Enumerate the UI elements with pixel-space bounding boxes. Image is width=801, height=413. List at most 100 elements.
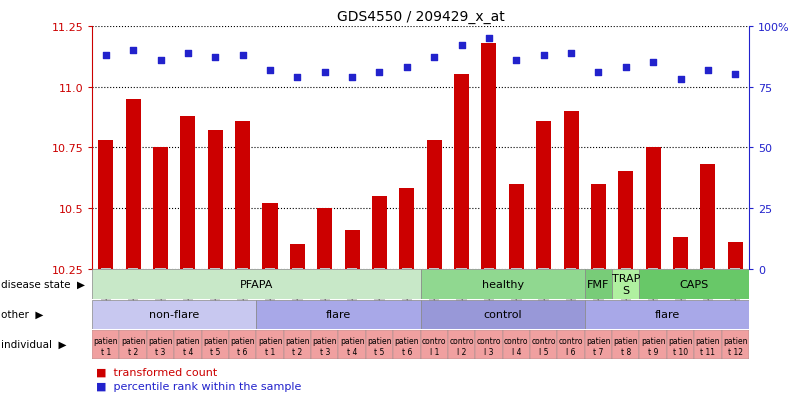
Text: t 6: t 6 — [237, 347, 248, 356]
Text: contro: contro — [531, 336, 556, 345]
Text: t 8: t 8 — [621, 347, 631, 356]
Text: CAPS: CAPS — [679, 279, 709, 290]
Bar — [366, 330, 393, 359]
Bar — [175, 330, 202, 359]
Bar — [557, 330, 585, 359]
Text: patien: patien — [203, 336, 227, 345]
Point — [702, 67, 714, 74]
Point — [99, 52, 112, 59]
Point — [510, 57, 523, 64]
Text: GSM442638: GSM442638 — [156, 269, 165, 324]
Point — [674, 77, 687, 83]
Bar — [454, 75, 469, 269]
Text: t 5: t 5 — [210, 347, 220, 356]
Bar — [256, 300, 421, 329]
Text: t 4: t 4 — [347, 347, 357, 356]
Bar — [290, 244, 305, 269]
Bar — [421, 300, 585, 329]
Text: t 10: t 10 — [673, 347, 688, 356]
Text: GSM442643: GSM442643 — [293, 269, 302, 323]
Bar — [207, 131, 223, 269]
Bar — [92, 330, 119, 359]
Text: t 12: t 12 — [728, 347, 743, 356]
Point — [373, 69, 386, 76]
Text: patien: patien — [586, 336, 610, 345]
Bar — [585, 270, 612, 299]
Text: GSM442639: GSM442639 — [183, 269, 192, 324]
Bar — [564, 112, 578, 269]
Text: GSM442659: GSM442659 — [731, 269, 740, 324]
Text: t 5: t 5 — [374, 347, 384, 356]
Bar — [92, 270, 421, 299]
Point — [537, 52, 550, 59]
Bar — [585, 330, 612, 359]
Text: flare: flare — [326, 309, 351, 320]
Bar — [263, 204, 277, 269]
Text: t 1: t 1 — [101, 347, 111, 356]
Text: patien: patien — [395, 336, 419, 345]
Text: patien: patien — [668, 336, 693, 345]
Bar — [153, 148, 168, 269]
Point — [482, 36, 495, 42]
Bar — [509, 184, 524, 269]
Text: GSM442648: GSM442648 — [429, 269, 439, 323]
Bar — [147, 330, 175, 359]
Text: GSM442649: GSM442649 — [457, 269, 466, 323]
Text: patien: patien — [121, 336, 146, 345]
Point — [646, 60, 659, 66]
Text: FMF: FMF — [587, 279, 610, 290]
Point — [127, 48, 139, 55]
Text: t 2: t 2 — [128, 347, 139, 356]
Text: GSM442646: GSM442646 — [375, 269, 384, 323]
Text: control: control — [483, 309, 522, 320]
Bar — [180, 116, 195, 269]
Bar — [448, 330, 475, 359]
Bar — [284, 330, 311, 359]
Point — [346, 74, 359, 81]
Text: other  ▶: other ▶ — [1, 309, 43, 319]
Text: l 3: l 3 — [484, 347, 493, 356]
Text: GSM442654: GSM442654 — [594, 269, 603, 323]
Point — [154, 57, 167, 64]
Bar — [400, 189, 414, 269]
Text: TRAP
S: TRAP S — [612, 273, 640, 295]
Text: patien: patien — [641, 336, 666, 345]
Text: contro: contro — [422, 336, 446, 345]
Point — [428, 55, 441, 62]
Text: GSM442636: GSM442636 — [101, 269, 111, 324]
Text: patien: patien — [94, 336, 118, 345]
Text: l 2: l 2 — [457, 347, 466, 356]
Text: GSM442655: GSM442655 — [622, 269, 630, 324]
Point — [318, 69, 331, 76]
Bar — [311, 330, 339, 359]
Bar — [673, 237, 688, 269]
Bar — [503, 330, 530, 359]
Bar — [372, 196, 387, 269]
Bar — [99, 140, 113, 269]
Text: t 4: t 4 — [183, 347, 193, 356]
Text: GSM442653: GSM442653 — [566, 269, 576, 324]
Bar — [728, 242, 743, 269]
Text: patien: patien — [723, 336, 747, 345]
Text: GSM442644: GSM442644 — [320, 269, 329, 323]
Text: patien: patien — [148, 336, 173, 345]
Text: l 6: l 6 — [566, 347, 576, 356]
Point — [729, 72, 742, 78]
Text: contro: contro — [477, 336, 501, 345]
Text: t 2: t 2 — [292, 347, 303, 356]
Point — [619, 65, 632, 71]
Text: contro: contro — [559, 336, 583, 345]
Bar — [202, 330, 229, 359]
Text: GSM442650: GSM442650 — [485, 269, 493, 324]
Bar — [722, 330, 749, 359]
Bar — [612, 330, 639, 359]
Text: t 6: t 6 — [401, 347, 412, 356]
Text: contro: contro — [449, 336, 474, 345]
Title: GDS4550 / 209429_x_at: GDS4550 / 209429_x_at — [336, 10, 505, 24]
Bar — [639, 330, 666, 359]
Bar — [481, 44, 497, 269]
Text: patien: patien — [175, 336, 200, 345]
Bar — [591, 184, 606, 269]
Text: GSM442641: GSM442641 — [238, 269, 248, 323]
Bar — [229, 330, 256, 359]
